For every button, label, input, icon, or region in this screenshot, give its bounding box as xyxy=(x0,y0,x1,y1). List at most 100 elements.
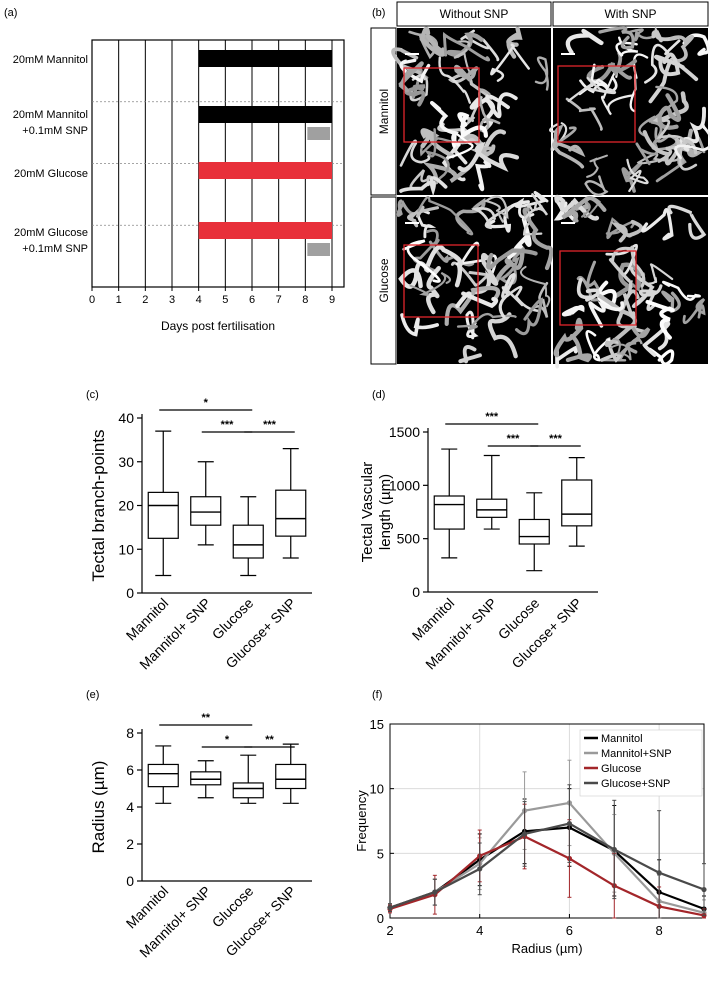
y-tick-label: 1500 xyxy=(389,424,420,440)
x-tick-label: 8 xyxy=(302,294,308,306)
y-tick-label: 30 xyxy=(118,454,134,470)
significance-label: *** xyxy=(263,419,277,431)
vessel xyxy=(444,285,501,326)
vessel xyxy=(483,195,509,223)
row-label: 20mM Glucose xyxy=(14,227,88,239)
significance-label: ** xyxy=(265,734,274,746)
vessel xyxy=(567,76,617,103)
box-iqr xyxy=(476,498,508,518)
vessel xyxy=(398,61,424,93)
col-header: Without SNP xyxy=(440,7,509,21)
x-tick-label: 2 xyxy=(142,294,148,306)
vessel xyxy=(457,112,488,139)
y-tick-label: 40 xyxy=(118,410,134,426)
vessel xyxy=(651,25,680,43)
box-iqr xyxy=(232,782,264,799)
vessel xyxy=(442,31,490,62)
y-axis-label: Tectal Vascular xyxy=(359,462,376,563)
vessel xyxy=(391,47,421,75)
y-tick-label: 15 xyxy=(370,717,384,732)
col-header: With SNP xyxy=(604,7,656,21)
vessel xyxy=(419,26,447,57)
y-tick-label: 10 xyxy=(370,782,384,797)
vessel xyxy=(485,92,518,119)
panel-label-b: (b) xyxy=(372,7,385,19)
box-iqr xyxy=(147,763,179,788)
box-iqr xyxy=(190,496,222,526)
vessel xyxy=(399,58,431,84)
vessel xyxy=(486,248,538,270)
series-line-Mannitol xyxy=(389,826,705,910)
treatment-bar xyxy=(198,222,332,239)
x-axis-label: Days post fertilisation xyxy=(161,319,275,333)
vessel xyxy=(553,199,575,221)
row-header-box xyxy=(370,196,397,365)
vessel xyxy=(662,280,701,301)
roi-box xyxy=(403,244,479,318)
series-line-Mannitol+SNP xyxy=(389,801,705,914)
x-tick-label: 1 xyxy=(116,294,122,306)
data-point xyxy=(656,870,662,876)
legend-box xyxy=(579,729,703,797)
vessel xyxy=(628,28,656,42)
y-tick-label: 8 xyxy=(126,725,134,741)
panel-label-f: (f) xyxy=(372,689,382,701)
y-tick-label: 0 xyxy=(126,585,134,601)
panel-f: 2 4 6 8 0 5 10 15 Radius (µm) Frequency Mannitol Ma… xyxy=(354,717,707,956)
vessel xyxy=(610,338,632,361)
y-axis-label: Tectal branch-points xyxy=(89,429,108,581)
panel-label-c: (c) xyxy=(86,389,99,401)
vessel xyxy=(576,277,600,302)
vessel xyxy=(426,265,441,315)
snp-bar xyxy=(307,127,330,140)
y-axis-label: length (µm) xyxy=(377,474,394,550)
vessel xyxy=(498,273,516,319)
row-header-box xyxy=(370,27,397,196)
series-line-Glucose xyxy=(389,835,705,917)
significance-label: *** xyxy=(549,433,563,445)
panel-a: 0 1 2 3 4 5 6 7 8 9 Days post fertilisation 20mM Ma… xyxy=(13,39,345,333)
y-tick-label: 0 xyxy=(412,584,420,600)
panel-label-a: (a) xyxy=(4,7,17,19)
roi-box xyxy=(403,67,480,143)
vessel xyxy=(588,300,625,328)
data-point xyxy=(611,846,617,853)
y-tick-label: 10 xyxy=(118,541,134,557)
x-tick-label: 4 xyxy=(196,294,202,306)
y-tick-label: 2 xyxy=(126,836,134,852)
vessel xyxy=(438,56,471,104)
vessel xyxy=(610,245,646,288)
vessel xyxy=(674,122,710,160)
legend-entry: Glucose+SNP xyxy=(601,778,670,790)
vessel xyxy=(424,244,463,288)
legend-entry: Mannitol+SNP xyxy=(601,748,672,760)
vessel xyxy=(417,196,474,236)
vessel xyxy=(651,91,689,124)
vessel xyxy=(553,317,584,358)
vessel xyxy=(494,250,525,284)
vessel xyxy=(585,330,611,362)
vessel xyxy=(661,290,681,314)
box-iqr xyxy=(232,524,264,559)
panel-b: Without SNP With SNP Mannitol Glucose xyxy=(370,1,710,369)
row-label: +0.1mM SNP xyxy=(22,243,88,255)
vessel xyxy=(506,26,523,59)
vessel xyxy=(644,39,681,84)
vessel xyxy=(605,243,639,277)
vessel xyxy=(490,43,530,82)
vessel xyxy=(522,207,554,271)
data-point xyxy=(566,820,573,827)
vessel xyxy=(646,263,674,285)
vessel xyxy=(407,205,440,228)
x-tick-label: 4 xyxy=(476,923,483,938)
snp-bar xyxy=(307,243,330,256)
data-point xyxy=(701,886,707,893)
vessel xyxy=(682,297,706,325)
vessel xyxy=(565,97,603,131)
significance-label: *** xyxy=(221,419,235,431)
vessel xyxy=(457,141,520,172)
x-tick-label: 9 xyxy=(329,294,335,306)
y-tick-label: 6 xyxy=(126,762,134,778)
